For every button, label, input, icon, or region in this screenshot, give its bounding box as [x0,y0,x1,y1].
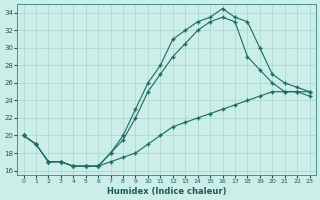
X-axis label: Humidex (Indice chaleur): Humidex (Indice chaleur) [107,187,226,196]
